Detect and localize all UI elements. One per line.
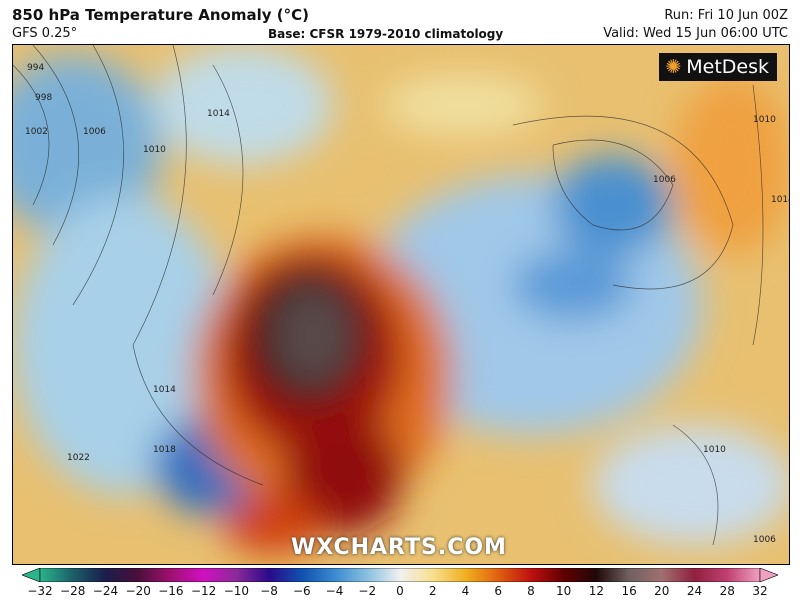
isobar-label: 994 (27, 63, 45, 73)
valid-label: Valid: Wed 15 Jun 06:00 UTC (603, 26, 788, 41)
colorbar-tick-label: 32 (752, 584, 768, 598)
colorbar-gradient (39, 568, 761, 582)
logo-text: MetDesk (686, 56, 769, 78)
isobar-label: 998 (35, 93, 53, 103)
colorbar-tick-label: 10 (555, 584, 572, 598)
isobar-label: 1010 (753, 115, 776, 125)
colorbar-max-arrow (759, 568, 778, 582)
colorbar-tick-label: 28 (719, 584, 735, 598)
colorbar-tick-label: −4 (325, 584, 344, 598)
logo-star-icon: ✺ (665, 56, 682, 78)
colorbar-tick-label: −6 (292, 584, 311, 598)
colorbar (22, 568, 778, 582)
isobar-label: 1014 (207, 109, 230, 119)
watermark: WXCHARTS.COM (291, 535, 507, 560)
colorbar-tick-label: 2 (428, 584, 437, 598)
model-label: GFS 0.25° (12, 26, 78, 41)
isobar-label: 1022 (67, 453, 90, 463)
colorbar-tick-label: 8 (527, 584, 535, 598)
colorbar-tick-label: −2 (358, 584, 377, 598)
isobar-label: 1010 (703, 445, 726, 455)
colorbar-tick-label: 16 (621, 584, 637, 598)
colorbar-tick-label: 12 (588, 584, 604, 598)
isobar-label: 1006 (83, 127, 106, 137)
isobar-label: 1014 (771, 195, 789, 205)
metdesk-logo: ✺ MetDesk (659, 53, 777, 81)
base-label: Base: CFSR 1979-2010 climatology (268, 27, 504, 41)
colorbar-ticks: −32 −28 −24 −20 −16 −12 −10 −8 −6 −4 −2 0 2 4 6 8 10 12 16… (0, 584, 800, 604)
colorbar-tick-label: −16 (158, 584, 184, 598)
colorbar-tick-label: 0 (396, 584, 404, 598)
map-title: 850 hPa Temperature Anomaly (°C) (12, 6, 309, 24)
isobar-label: 1018 (153, 445, 176, 455)
colorbar-min-arrow (22, 568, 41, 582)
colorbar-tick-label: 20 (654, 584, 670, 598)
colorbar-tick-label: −28 (60, 584, 86, 598)
colorbar-tick-label: 24 (686, 584, 703, 598)
colorbar-tick-label: −12 (190, 584, 217, 598)
isobar-label: 1010 (143, 145, 166, 155)
colorbar-tick-label: 4 (461, 584, 470, 598)
colorbar-tick-label: −10 (223, 584, 250, 598)
anomaly-field (13, 45, 789, 564)
isobar-label: 1002 (25, 127, 48, 137)
colorbar-tick-label: −24 (92, 584, 119, 598)
isobar-label: 1006 (753, 535, 776, 545)
anomaly-map: 994 998 1002 1006 1010 1014 1014 1018 10… (12, 44, 790, 565)
colorbar-tick-label: −32 (27, 584, 53, 598)
isobar-label: 1006 (653, 175, 676, 185)
colorbar-tick-label: −20 (125, 584, 151, 598)
colorbar-tick-label: 6 (494, 584, 502, 598)
isobar-label: 1014 (153, 385, 176, 395)
run-label: Run: Fri 10 Jun 00Z (664, 8, 788, 23)
colorbar-tick-label: −8 (260, 584, 278, 598)
